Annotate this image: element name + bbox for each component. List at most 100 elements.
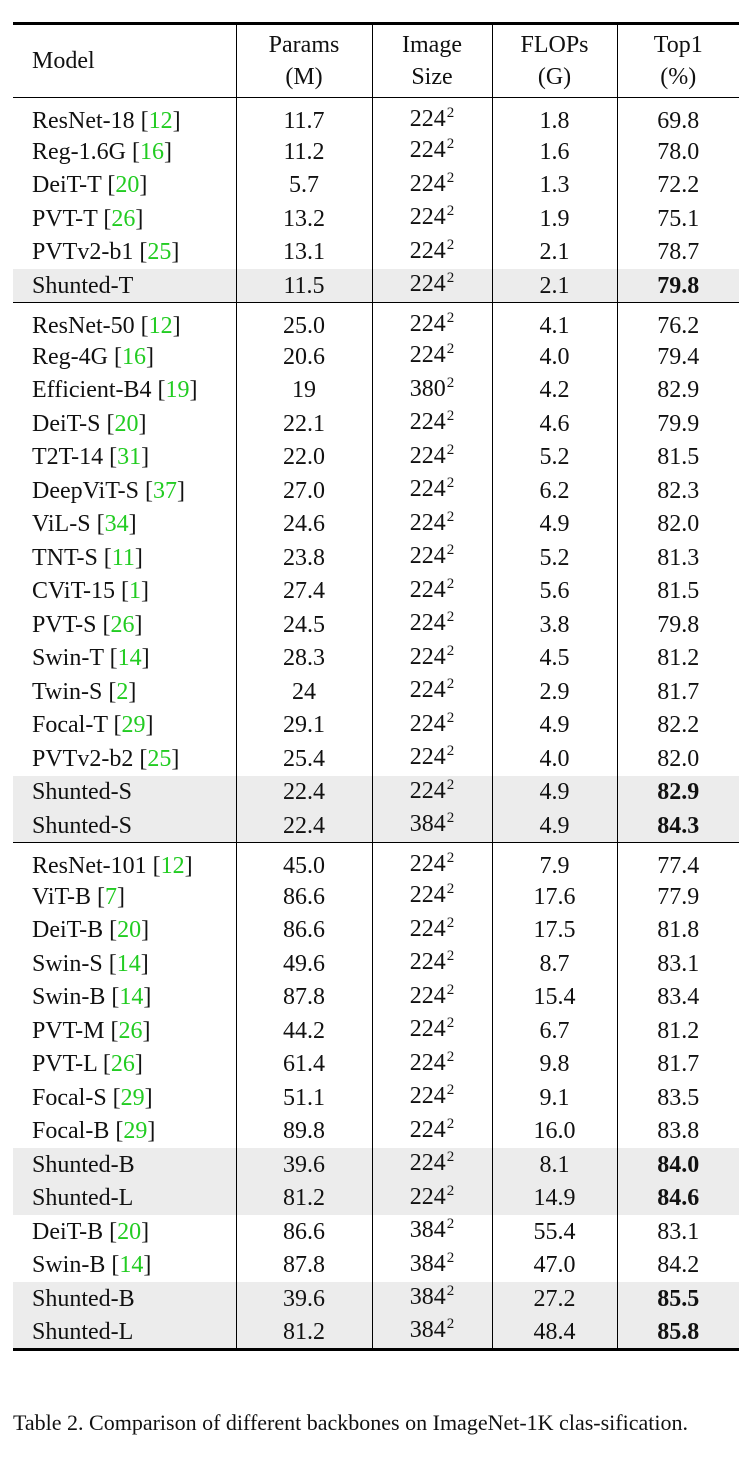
cell-image-size: 2242 (371, 1181, 492, 1215)
citation-link[interactable]: 16 (121, 343, 146, 370)
cell-top1: 81.5 (616, 574, 739, 608)
cell-top1: 83.1 (616, 947, 739, 981)
citation-link[interactable]: 29 (123, 1118, 148, 1145)
citation-link[interactable]: 25 (147, 745, 172, 772)
cell-params: 81.2 (235, 1315, 372, 1349)
size-exponent: 2 (446, 105, 455, 121)
citation-link[interactable]: 26 (118, 1017, 143, 1044)
citation-link[interactable]: 14 (119, 1252, 144, 1279)
size-value: 384 (409, 1217, 446, 1244)
cell-flops: 4.9 (491, 775, 617, 809)
cell-image-size: 2242 (371, 708, 492, 742)
model-name: PVT-L (32, 1051, 97, 1078)
citation-link[interactable]: 31 (117, 444, 142, 471)
size-exponent: 2 (446, 236, 455, 253)
cell-model: DeepViT-S [37] (32, 477, 185, 504)
citation-link[interactable]: 26 (110, 611, 135, 638)
cell-params: 28.3 (235, 641, 372, 675)
table-row: ViT-B [7] 86.6 2242 17.6 77.9 (13, 880, 739, 914)
table-row: Focal-B [29] 89.8 2242 16.0 83.8 (13, 1114, 739, 1148)
size-value: 380 (409, 375, 446, 402)
cell-model: Swin-B [14] (32, 1252, 152, 1279)
citation-link[interactable]: 26 (110, 1051, 135, 1078)
citation-link[interactable]: 34 (104, 511, 129, 538)
size-exponent: 2 (446, 1048, 455, 1065)
size-value: 224 (409, 509, 446, 536)
citation-link[interactable]: 20 (115, 172, 140, 199)
cell-model: CViT-15 [1] (32, 578, 150, 605)
model-name: Shunted-B (32, 1285, 135, 1312)
size-exponent: 2 (446, 709, 455, 726)
citation-link[interactable]: 12 (148, 312, 173, 339)
cell-params: 86.6 (235, 1215, 372, 1249)
cell-image-size: 3842 (371, 1282, 492, 1316)
cell-image-size: 2242 (371, 302, 492, 340)
cell-flops: 9.1 (491, 1081, 617, 1115)
size-value: 224 (409, 1116, 446, 1143)
citation-link[interactable]: 37 (153, 477, 177, 504)
citation-link[interactable]: 29 (120, 1084, 145, 1111)
table-row: Focal-T [29] 29.1 2242 4.9 82.2 (13, 708, 739, 742)
size-value: 224 (409, 1183, 446, 1210)
caption-text: Comparison of different backbones on Ima… (89, 1410, 688, 1435)
cell-params: 51.1 (235, 1081, 372, 1115)
citation-link[interactable]: 29 (121, 712, 146, 739)
table-row: PVT-T [26] 13.2 2242 1.9 75.1 (13, 202, 739, 236)
citation-link[interactable]: 20 (117, 1218, 142, 1245)
cell-model: Focal-B [29] (32, 1118, 156, 1145)
citation-link[interactable]: 2 (116, 678, 129, 705)
citation-link[interactable]: 26 (111, 205, 136, 232)
citation-link[interactable]: 20 (114, 410, 139, 437)
cell-top1: 81.7 (616, 675, 739, 709)
cell-top1: 84.0 (616, 1148, 739, 1182)
citation-link[interactable]: 20 (117, 917, 142, 944)
cell-flops: 4.6 (491, 407, 617, 441)
table-group: ResNet-50 [12] 25.0 2242 4.1 76.2 Reg-4G [16]… (13, 302, 739, 843)
table-row: PVTv2-b1 [25] 13.1 2242 2.1 78.7 (13, 235, 739, 269)
cell-image-size: 2242 (371, 97, 492, 135)
cell-image-size: 2242 (371, 541, 492, 575)
cell-image-size: 2242 (371, 1081, 492, 1115)
cell-model: Shunted-B (13, 1282, 236, 1316)
size-value: 224 (409, 476, 446, 503)
table-row: ViL-S [34] 24.6 2242 4.9 82.0 (13, 507, 739, 541)
cell-top1: 82.2 (616, 708, 739, 742)
model-name: PVTv2-b1 (32, 239, 134, 266)
size-value: 224 (409, 576, 446, 603)
citation-link[interactable]: 11 (111, 544, 135, 571)
cell-image-size: 2242 (371, 574, 492, 608)
citation-link[interactable]: 14 (119, 984, 144, 1011)
citation-link[interactable]: 19 (165, 377, 190, 404)
cell-model: ViL-S [34] (32, 511, 137, 538)
size-exponent: 2 (446, 136, 455, 153)
table-header: Model Params (M) Image Size FLOPs (G) Top1(… (13, 23, 739, 98)
cell-params: 39.6 (235, 1148, 372, 1182)
cell-model: PVTv2-b1 [25] (32, 239, 180, 266)
cell-params: 23.8 (235, 541, 372, 575)
cell-model: Shunted-T (13, 269, 236, 303)
size-value: 224 (409, 949, 446, 976)
citation-link[interactable]: 14 (116, 950, 141, 977)
cell-top1: 83.1 (616, 1215, 739, 1249)
citation-link[interactable]: 7 (105, 883, 118, 910)
cell-top1: 75.1 (616, 202, 739, 236)
size-exponent: 2 (446, 609, 455, 626)
citation-link[interactable]: 12 (160, 852, 185, 879)
cell-flops: 3.8 (491, 608, 617, 642)
cell-top1: 77.9 (616, 880, 739, 914)
model-name: ResNet-101 (32, 852, 147, 879)
citation-link[interactable]: 16 (139, 138, 164, 165)
size-exponent: 2 (446, 881, 455, 898)
model-name: Swin-B (32, 984, 106, 1011)
cell-top1: 82.9 (616, 373, 739, 407)
citation-link[interactable]: 12 (148, 107, 173, 134)
cell-image-size: 2242 (371, 235, 492, 269)
cell-model: Shunted-L (13, 1181, 236, 1215)
table-row: TNT-S [11] 23.8 2242 5.2 81.3 (13, 541, 739, 575)
citation-link[interactable]: 25 (147, 239, 172, 266)
cell-model: PVTv2-b2 [25] (32, 745, 180, 772)
cell-params: 39.6 (235, 1282, 372, 1316)
citation-link[interactable]: 1 (129, 578, 142, 605)
size-exponent: 2 (446, 1316, 455, 1332)
citation-link[interactable]: 14 (117, 645, 142, 672)
